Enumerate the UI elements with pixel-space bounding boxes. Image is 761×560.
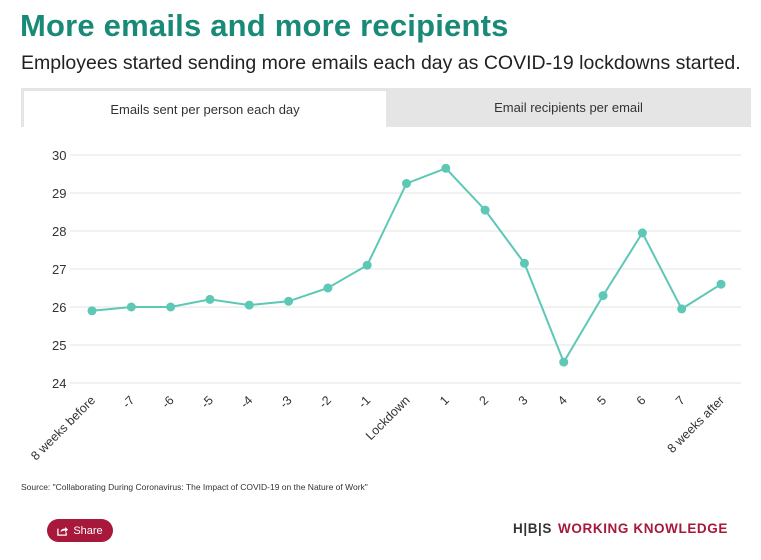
share-label: Share (73, 524, 103, 537)
data-point[interactable] (519, 258, 529, 268)
brand-logo[interactable]: H|B|S WORKING KNOWLEDGE (513, 521, 728, 536)
x-tick-label: 4 (555, 393, 570, 408)
x-tick-label: 8 weeks after (665, 393, 727, 455)
y-axis-ticks: 24 25 26 27 28 29 30 (52, 148, 66, 391)
series-line-layer (91, 167, 722, 365)
x-tick-label: 8 weeks before (28, 393, 98, 463)
brand-hbs: H|B|S (512, 521, 553, 536)
data-point[interactable] (323, 283, 333, 293)
series-points (87, 163, 726, 367)
y-tick-label: 30 (52, 148, 66, 163)
y-tick-label: 29 (52, 186, 66, 201)
x-tick-label: 3 (516, 393, 531, 408)
x-tick-label: -2 (316, 393, 334, 411)
y-tick-label: 25 (52, 338, 66, 353)
x-tick-label: -1 (356, 393, 374, 411)
x-tick-label: -5 (198, 393, 216, 411)
data-point[interactable] (362, 260, 372, 270)
data-point[interactable] (677, 304, 687, 314)
gridlines (70, 154, 741, 384)
series-line (91, 167, 722, 365)
page-subtitle: Employees started sending more emails ea… (21, 52, 741, 74)
data-point[interactable] (402, 179, 411, 188)
share-icon (57, 526, 69, 536)
x-tick-label: -3 (277, 393, 295, 411)
x-tick-label: 1 (437, 393, 452, 408)
x-tick-label: 7 (673, 393, 688, 408)
data-point[interactable] (166, 302, 176, 312)
data-point[interactable] (87, 306, 97, 316)
data-point[interactable] (441, 163, 451, 173)
data-point[interactable] (244, 300, 254, 310)
chart-tabs: Emails sent per person each day Email re… (21, 88, 751, 127)
tab-email-recipients[interactable]: Email recipients per email (494, 100, 643, 115)
x-tick-label: -7 (120, 393, 138, 411)
x-tick-label: 5 (594, 393, 609, 408)
data-point[interactable] (559, 357, 569, 367)
data-point[interactable] (598, 291, 608, 301)
data-point[interactable] (716, 279, 726, 289)
source-note: Source: "Collaborating During Coronaviru… (21, 482, 368, 492)
data-point[interactable] (205, 294, 215, 304)
data-point[interactable] (284, 296, 294, 306)
brand-working-knowledge: WORKING KNOWLEDGE (558, 521, 728, 536)
data-point[interactable] (637, 228, 647, 238)
y-tick-label: 28 (52, 224, 66, 239)
tab-emails-sent[interactable]: Emails sent per person each day (24, 91, 386, 127)
x-tick-label: -4 (238, 393, 256, 411)
data-point[interactable] (480, 205, 490, 215)
y-tick-label: 26 (52, 300, 66, 315)
share-button[interactable]: Share (47, 519, 113, 542)
x-tick-label: -6 (159, 393, 177, 411)
data-point[interactable] (126, 302, 136, 312)
x-tick-label: 2 (476, 393, 491, 408)
y-tick-label: 24 (52, 376, 66, 391)
page-title: More emails and more recipients (20, 8, 509, 43)
y-tick-label: 27 (52, 262, 66, 277)
x-tick-label: 6 (634, 393, 649, 408)
